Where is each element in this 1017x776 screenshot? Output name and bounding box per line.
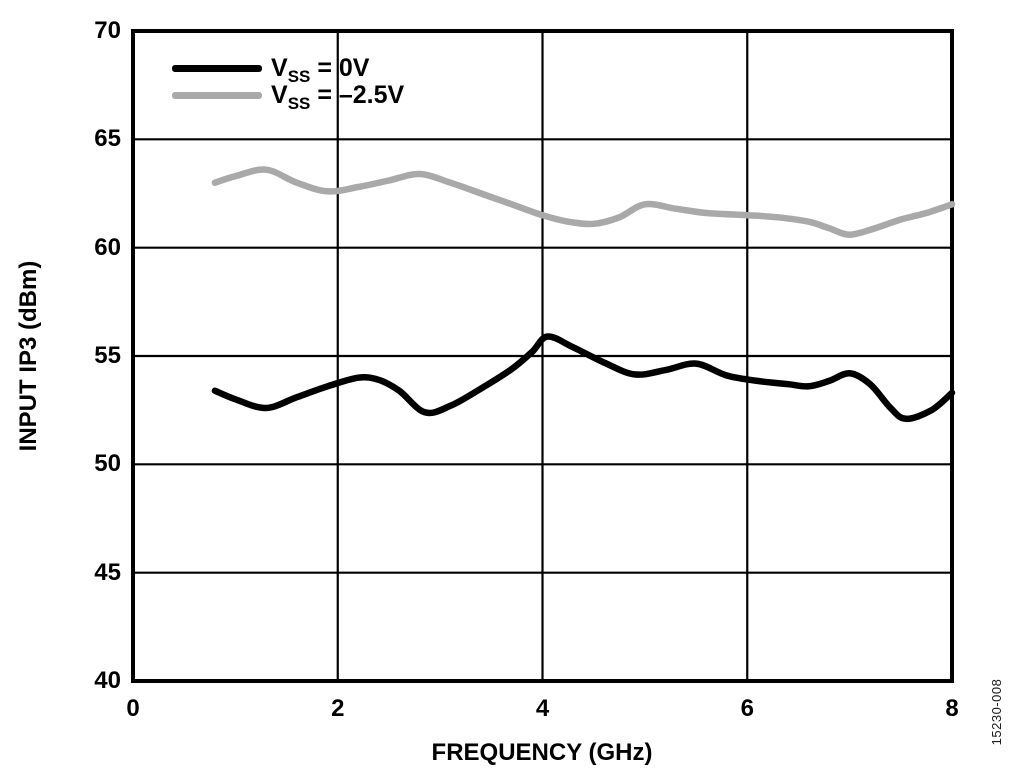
- x-tick-label: 0: [126, 695, 140, 722]
- legend-label-vss-neg2p5v: VSS = –2.5V: [271, 81, 405, 113]
- x-tick-label: 6: [740, 695, 754, 722]
- legend-symbol: V: [271, 54, 288, 82]
- legend-item-vss-neg2p5v: VSS = –2.5V: [172, 81, 405, 113]
- x-axis-title: FREQUENCY (GHz): [431, 739, 653, 766]
- series-line-vss-neg2p5v: [211, 166, 956, 238]
- legend-value: = 0V: [310, 54, 370, 82]
- series-line-vss-0v: [211, 333, 956, 423]
- plot-border: [131, 29, 954, 683]
- legend-value: = –2.5V: [310, 81, 405, 109]
- y-tick-label: 50: [94, 450, 121, 478]
- legend-symbol: V: [271, 81, 288, 109]
- legend-subscript: SS: [287, 67, 311, 86]
- y-axis-title: INPUT IP3 (dBm): [15, 260, 42, 452]
- legend: VSS = 0V VSS = –2.5V: [172, 54, 405, 113]
- x-tick-label: 8: [945, 695, 959, 722]
- y-tick-label: 40: [94, 667, 121, 694]
- x-tick-label: 4: [535, 695, 550, 722]
- y-tick-label: 45: [94, 558, 121, 586]
- y-tick-label: 55: [94, 342, 121, 369]
- legend-line-sample-black: [172, 65, 262, 72]
- y-tick-label: 65: [94, 125, 121, 153]
- y-tick-label: 60: [94, 233, 121, 261]
- y-tick-label: 70: [94, 17, 121, 44]
- legend-label-vss-0v: VSS = 0V: [271, 54, 370, 86]
- legend-subscript: SS: [287, 94, 311, 113]
- legend-item-vss-0v: VSS = 0V: [172, 54, 404, 86]
- x-tick-label: 2: [331, 695, 345, 722]
- legend-line-sample-gray: [172, 92, 262, 99]
- figure-number-watermark: 15230-008: [989, 678, 1004, 746]
